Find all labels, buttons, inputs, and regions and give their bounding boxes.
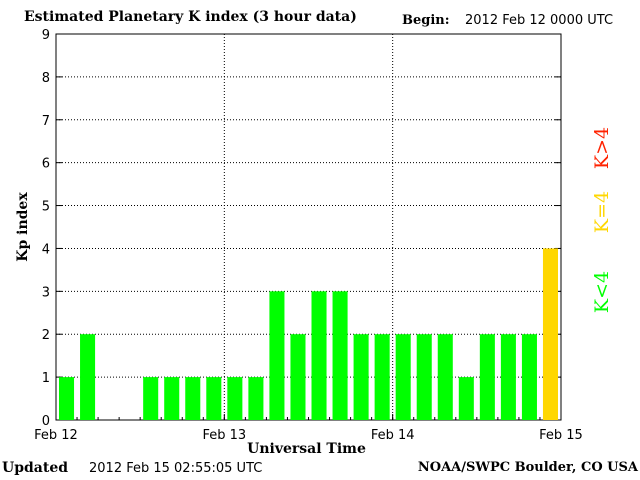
updated-value: 2012 Feb 15 02:55:05 UTC bbox=[89, 461, 263, 476]
y-tick-label: 9 bbox=[42, 28, 50, 43]
kp-bar bbox=[521, 334, 537, 420]
kp-bar bbox=[248, 377, 264, 420]
y-tick-label: 5 bbox=[42, 200, 50, 215]
kp-bar bbox=[269, 291, 285, 420]
x-tick-label: Feb 14 bbox=[371, 428, 415, 443]
y-tick-label: 3 bbox=[42, 285, 50, 300]
kp-bar bbox=[311, 291, 327, 420]
y-tick-label: 1 bbox=[42, 371, 50, 386]
kp-bar bbox=[164, 377, 180, 420]
x-axis-title: Universal Time bbox=[247, 441, 366, 457]
x-tick-label: Feb 12 bbox=[34, 428, 78, 443]
y-tick-label: 6 bbox=[42, 157, 50, 172]
kp-bar bbox=[332, 291, 348, 420]
y-tick-label: 8 bbox=[42, 71, 50, 86]
y-tick-label: 0 bbox=[42, 414, 50, 429]
kp-bar bbox=[353, 334, 369, 420]
kp-bar bbox=[80, 334, 96, 420]
kp-bar bbox=[395, 334, 411, 420]
begin-label: Begin: bbox=[402, 13, 450, 28]
kp-bar bbox=[206, 377, 222, 420]
credit-text: NOAA/SWPC Boulder, CO USA bbox=[417, 460, 638, 475]
chart-title: Estimated Planetary K index (3 hour data… bbox=[24, 9, 357, 25]
kp-bar bbox=[143, 377, 159, 420]
kp-bar bbox=[185, 377, 201, 420]
kp-bar bbox=[416, 334, 432, 420]
y-tick-label: 4 bbox=[42, 242, 50, 257]
kp-bar bbox=[59, 377, 75, 420]
kp-bar bbox=[479, 334, 495, 420]
kp-bar bbox=[290, 334, 306, 420]
updated-label: Updated bbox=[2, 460, 69, 476]
kp-bar bbox=[458, 377, 474, 420]
kp-bar bbox=[500, 334, 516, 420]
kp-bar bbox=[374, 334, 390, 420]
kp-bar bbox=[437, 334, 453, 420]
y-tick-label: 7 bbox=[42, 114, 50, 129]
kp-bar bbox=[227, 377, 243, 420]
x-tick-label: Feb 15 bbox=[539, 428, 583, 443]
plot-frame bbox=[55, 33, 562, 421]
legend-item: K<4 bbox=[591, 271, 613, 313]
legend-item: K=4 bbox=[591, 191, 613, 233]
begin-value: 2012 Feb 12 0000 UTC bbox=[465, 13, 614, 28]
legend-item: K>4 bbox=[591, 127, 613, 169]
x-tick-label: Feb 13 bbox=[202, 428, 246, 443]
kp-bar bbox=[542, 248, 558, 420]
y-axis-title: Kp index bbox=[15, 192, 31, 262]
y-tick-label: 2 bbox=[42, 328, 50, 343]
